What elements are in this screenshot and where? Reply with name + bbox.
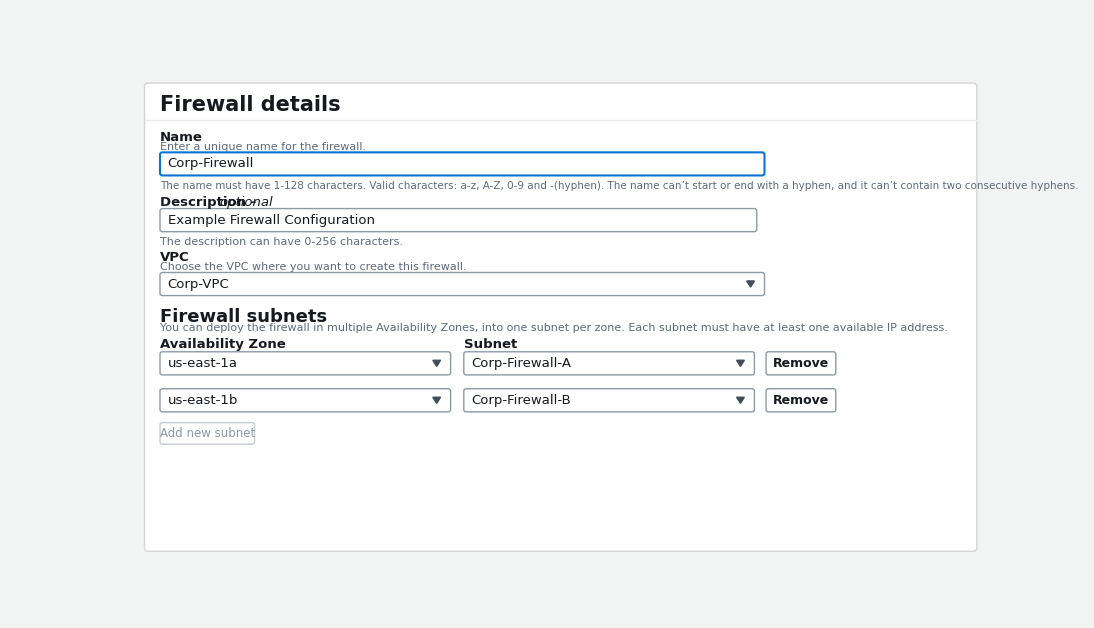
FancyBboxPatch shape	[160, 389, 451, 412]
Text: You can deploy the firewall in multiple Availability Zones, into one subnet per : You can deploy the firewall in multiple …	[160, 323, 947, 333]
Text: Firewall subnets: Firewall subnets	[160, 308, 327, 326]
Text: The name must have 1-128 characters. Valid characters: a-z, A-Z, 0-9 and -(hyphe: The name must have 1-128 characters. Val…	[160, 181, 1079, 191]
FancyBboxPatch shape	[160, 423, 255, 444]
Text: Corp-Firewall-A: Corp-Firewall-A	[472, 357, 571, 370]
Text: Enter a unique name for the firewall.: Enter a unique name for the firewall.	[160, 143, 366, 153]
Text: Remove: Remove	[772, 394, 829, 407]
FancyBboxPatch shape	[160, 352, 451, 375]
Text: The description can have 0-256 characters.: The description can have 0-256 character…	[160, 237, 403, 247]
Text: us-east-1a: us-east-1a	[167, 357, 237, 370]
Text: Firewall details: Firewall details	[160, 95, 340, 114]
FancyBboxPatch shape	[160, 273, 765, 296]
Text: Description -: Description -	[160, 196, 261, 209]
Text: optional: optional	[220, 196, 274, 209]
Text: Subnet: Subnet	[464, 338, 517, 351]
Polygon shape	[433, 360, 441, 366]
Text: Choose the VPC where you want to create this firewall.: Choose the VPC where you want to create …	[160, 263, 467, 273]
Text: Name: Name	[160, 131, 202, 144]
FancyBboxPatch shape	[160, 208, 757, 232]
FancyBboxPatch shape	[160, 153, 765, 175]
Text: Example Firewall Configuration: Example Firewall Configuration	[167, 214, 375, 227]
FancyBboxPatch shape	[464, 389, 755, 412]
Text: Corp-VPC: Corp-VPC	[167, 278, 230, 291]
FancyBboxPatch shape	[464, 352, 755, 375]
Text: VPC: VPC	[160, 251, 189, 264]
Text: Add new subnet: Add new subnet	[160, 427, 255, 440]
Text: Corp-Firewall: Corp-Firewall	[167, 158, 254, 170]
FancyBboxPatch shape	[144, 83, 977, 551]
Polygon shape	[736, 360, 744, 366]
FancyBboxPatch shape	[766, 389, 836, 412]
Text: Corp-Firewall-B: Corp-Firewall-B	[472, 394, 571, 407]
Polygon shape	[736, 398, 744, 403]
Text: Availability Zone: Availability Zone	[160, 338, 286, 351]
Text: us-east-1b: us-east-1b	[167, 394, 238, 407]
FancyBboxPatch shape	[766, 352, 836, 375]
Polygon shape	[747, 281, 755, 287]
Text: Remove: Remove	[772, 357, 829, 370]
Polygon shape	[433, 398, 441, 403]
